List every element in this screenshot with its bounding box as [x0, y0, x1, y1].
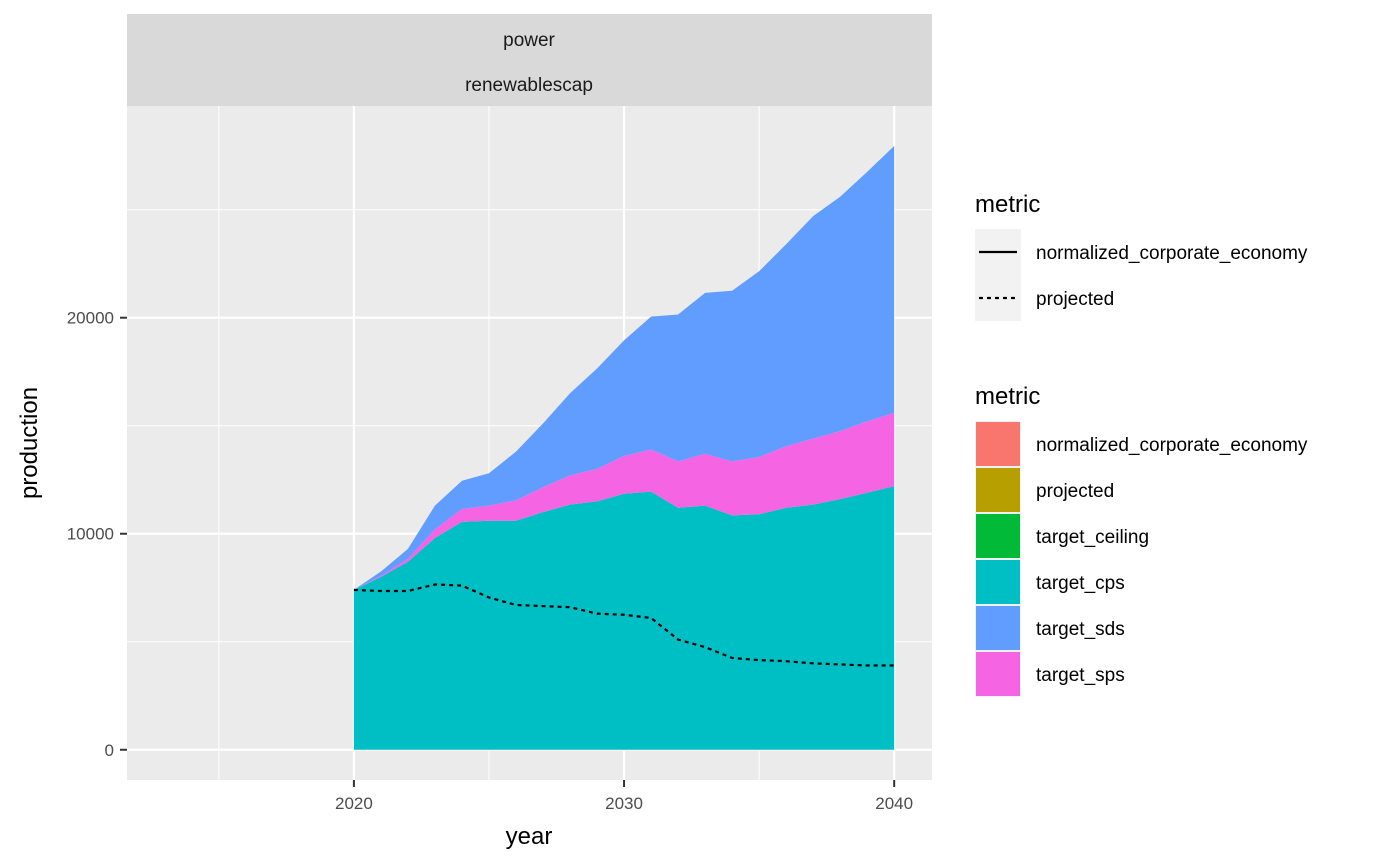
legend-key-fill-normalized-corporate-economy	[976, 422, 1020, 466]
legend-label-fill-normalized-corporate-economy: normalized_corporate_economy	[1036, 435, 1308, 456]
y-tick-label-20000: 20000	[67, 309, 114, 328]
facet-strip-label-2: renewablescap	[465, 75, 593, 96]
x-axis-title: year	[506, 823, 553, 850]
facet-strip-label-1: power	[503, 30, 555, 51]
legend-key-fill-projected	[976, 468, 1020, 512]
legend-label-line-projected: projected	[1036, 289, 1114, 310]
y-tick-label-0: 0	[105, 741, 114, 760]
legend-label-line-normalized-corporate-economy: normalized_corporate_economy	[1036, 243, 1308, 264]
y-tick-label-10000: 10000	[67, 525, 114, 544]
facet-strip	[127, 14, 932, 106]
legend-label-fill-target-ceiling: target_ceiling	[1036, 527, 1149, 548]
x-axis: 2020 2030 2040	[335, 780, 913, 813]
y-axis: 0 10000 20000	[67, 309, 127, 760]
y-axis-title: production	[16, 387, 43, 499]
legend: metricnormalized_corporate_economyprojec…	[975, 191, 1308, 697]
x-tick-label-2020: 2020	[335, 794, 373, 813]
line-layers	[353, 583, 895, 667]
legend-key-fill-target-sps	[976, 652, 1020, 696]
area-target-cps	[353, 486, 895, 750]
legend-title-fill: metric	[975, 383, 1040, 410]
x-tick-label-2040: 2040	[875, 794, 913, 813]
legend-label-fill-target-cps: target_cps	[1036, 573, 1125, 594]
line-projected	[353, 583, 895, 667]
area-target-sds	[353, 145, 895, 590]
legend-key-fill-target-sds	[976, 606, 1020, 650]
area-layers	[353, 145, 895, 750]
legend-key-fill-target-ceiling	[976, 514, 1020, 558]
x-tick-label-2030: 2030	[605, 794, 643, 813]
area-target-sps	[353, 412, 895, 590]
legend-label-fill-target-sds: target_sds	[1036, 619, 1125, 640]
legend-label-fill-target-sps: target_sps	[1036, 665, 1125, 686]
legend-title-line: metric	[975, 191, 1040, 218]
legend-label-fill-projected: projected	[1036, 481, 1114, 502]
legend-key-fill-target-cps	[976, 560, 1020, 604]
